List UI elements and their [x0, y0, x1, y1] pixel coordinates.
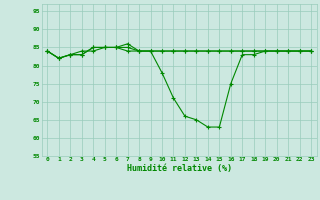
X-axis label: Humidité relative (%): Humidité relative (%) — [127, 164, 232, 173]
